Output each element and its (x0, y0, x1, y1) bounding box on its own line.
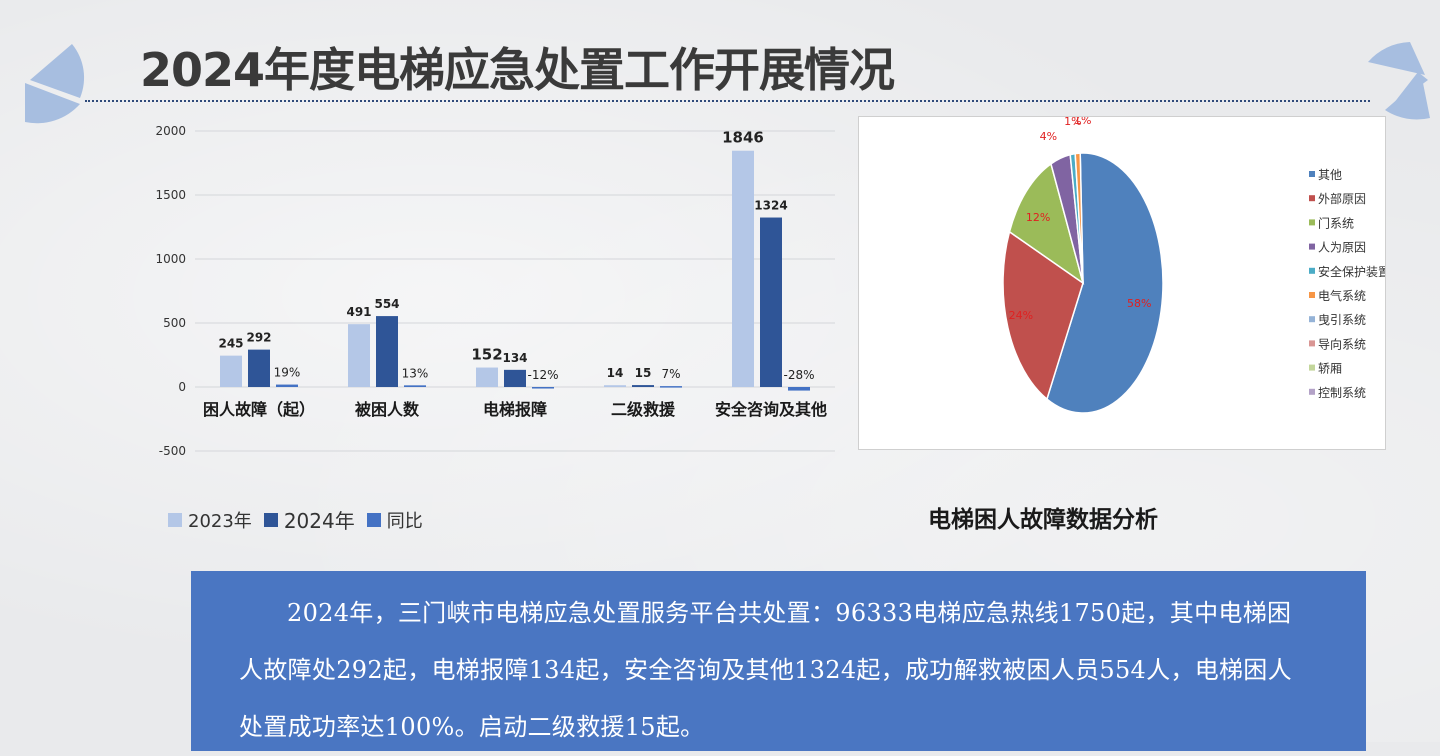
legend-label-yoy: 同比 (386, 510, 423, 532)
pie-legend-swatch (1309, 292, 1315, 298)
pie-slice-6 (1074, 152, 1084, 284)
data-label: 14 (607, 366, 624, 380)
data-label: 491 (346, 305, 371, 319)
data-label: 245 (218, 337, 243, 351)
legend-item-2023: 2023年 (168, 507, 252, 533)
pie-slice-label: 1% (1074, 117, 1091, 127)
bar-1 (220, 355, 242, 387)
decorative-fan-right (1368, 42, 1430, 120)
bar-1 (476, 367, 498, 387)
fan-segment (30, 44, 85, 98)
pie-legend-swatch (1309, 243, 1315, 250)
y-tick-label: 1000 (155, 252, 186, 266)
data-label: -12% (527, 368, 558, 382)
page-title: 2024年度电梯应急处置工作开展情况 (140, 43, 895, 97)
legend-label-2024: 2024年 (283, 509, 355, 533)
bar-2 (504, 369, 526, 387)
data-label: 152 (471, 346, 502, 364)
fan-segment (1385, 78, 1430, 120)
y-tick-label: 0 (178, 380, 186, 394)
pie-legend-swatch (1309, 267, 1315, 274)
y-tick-label: 500 (163, 316, 186, 330)
pie-slice-label: 1% (1064, 117, 1081, 128)
pie-legend-label: 导向系统 (1318, 336, 1366, 351)
summary-box: 2024年，三门峡市电梯应急处置服务平台共处置：96333电梯应急热线1750起… (191, 571, 1366, 751)
legend-item-yoy: 同比 (366, 507, 423, 533)
bar-3 (276, 384, 298, 387)
x-category-label: 被困人数 (355, 400, 420, 419)
pie-legend-label: 门系统 (1318, 215, 1354, 230)
bar-1 (732, 150, 754, 387)
pie-slice-2 (1002, 230, 1084, 401)
pie-legend-swatch (1309, 316, 1315, 323)
pie-legend-label: 电气系统 (1318, 288, 1366, 303)
pie-legend-label: 外部原因 (1318, 191, 1366, 206)
data-label: 13% (402, 366, 429, 380)
fan-segment (25, 83, 80, 124)
bar-3 (404, 385, 426, 387)
y-tick-label: 1500 (155, 188, 186, 202)
fan-segment (1368, 42, 1425, 75)
pie-slice-label: 58% (1127, 297, 1151, 310)
pie-legend-label: 人为原因 (1318, 241, 1366, 255)
bar-chart-legend: 2023年 2024年 同比 (168, 505, 435, 534)
legend-item-2024: 2024年 (263, 505, 355, 534)
data-label: 554 (374, 297, 399, 311)
bar-2 (632, 385, 654, 387)
pie-legend-label: 轿厢 (1318, 361, 1342, 376)
pie-chart: 58% 24% 12% 4% 1%1% 其他外部原因门系统人为原因安全保护装置电气系统曳引… (1002, 117, 1385, 414)
data-label: 19% (274, 366, 301, 380)
bar-chart: 2000 1500 1000 500 0 -500 245 292 19% 困人故障（起） 4915… (155, 124, 835, 458)
pie-legend-swatch (1309, 340, 1315, 347)
pie-chart-panel: 58% 24% 12% 4% 1% 1% 其他外部原因门系统人为原因安全保护装置 电气系统曳引… (858, 116, 1386, 450)
data-label: 1846 (722, 129, 764, 147)
legend-swatch-yoy (366, 512, 381, 527)
pie-slice-1 (1046, 152, 1164, 414)
x-category-label: 安全咨询及其他 (715, 400, 827, 419)
pie-legend-label: 安全保护装置 (1318, 264, 1385, 279)
pie-slice-label: 24% (1009, 309, 1033, 322)
pie-slice-label: 4% (1040, 130, 1057, 143)
y-tick-label: 2000 (155, 124, 186, 138)
bar-2 (760, 217, 782, 387)
pie-slice-label: 12% (1026, 211, 1050, 224)
pie-legend-swatch (1309, 195, 1315, 202)
pie-legend-swatch (1309, 171, 1315, 177)
x-category-label: 电梯报障 (483, 400, 547, 419)
pie-legend-swatch (1309, 388, 1315, 395)
bar-1 (604, 385, 626, 387)
summary-text: 2024年，三门峡市电梯应急处置服务平台共处置：96333电梯应急热线1750起… (239, 599, 1292, 741)
bar-1 (348, 324, 370, 387)
bar-3 (788, 387, 810, 391)
decorative-fan-left (25, 44, 85, 124)
legend-swatch-2023 (168, 512, 182, 527)
bar-2 (248, 349, 270, 387)
pie-legend-label: 控制系统 (1318, 386, 1366, 400)
x-category-label: 困人故障（起） (203, 400, 315, 419)
data-label: 292 (246, 331, 271, 345)
x-category-label: 二级救援 (611, 400, 676, 419)
data-label: 7% (661, 367, 680, 381)
pie-chart-caption: 电梯困人故障数据分析 (928, 506, 1158, 533)
pie-legend-swatch (1309, 219, 1315, 226)
legend-label-2023: 2023年 (188, 510, 252, 532)
data-label: 15 (635, 366, 652, 380)
bar-3 (532, 387, 554, 389)
data-label: 1324 (754, 199, 787, 213)
bar-2 (376, 316, 398, 387)
title-divider (85, 100, 1370, 102)
pie-legend-label: 曳引系统 (1318, 313, 1366, 327)
pie-slice-3 (1008, 162, 1085, 285)
bar-3 (660, 386, 682, 388)
legend-swatch-2024 (263, 512, 278, 527)
data-label: -28% (783, 368, 814, 382)
pie-legend-swatch (1309, 364, 1315, 371)
pie-legend-label: 其他 (1318, 168, 1342, 182)
y-tick-label: -500 (159, 444, 186, 458)
data-label: 134 (502, 351, 527, 365)
fan-segment (1390, 72, 1428, 108)
